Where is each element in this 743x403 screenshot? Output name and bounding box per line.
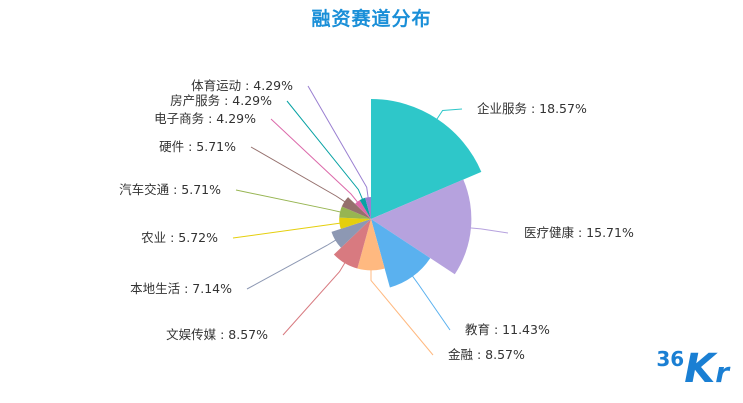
pie-slice[interactable] bbox=[341, 197, 371, 219]
pie-slice[interactable] bbox=[333, 219, 371, 269]
leader-line bbox=[282, 259, 348, 336]
leader-line bbox=[250, 146, 347, 204]
logo-prefix: 36 bbox=[656, 347, 685, 371]
slice-label: 电子商务 : 4.29% bbox=[154, 111, 256, 126]
pie-slice[interactable] bbox=[371, 99, 482, 219]
leader-line bbox=[270, 118, 359, 204]
pie-slice[interactable] bbox=[371, 179, 472, 275]
leader-line bbox=[462, 226, 509, 234]
brand-logo: 36Kr bbox=[656, 349, 729, 389]
leader-line bbox=[246, 238, 339, 290]
slice-label: 企业服务 : 18.57% bbox=[477, 101, 587, 116]
leader-line bbox=[307, 85, 369, 199]
logo-k: K bbox=[684, 346, 716, 392]
pie-slice[interactable] bbox=[359, 197, 371, 219]
slice-label: 本地生活 : 7.14% bbox=[130, 281, 232, 296]
slice-label: 房产服务 : 4.29% bbox=[170, 93, 272, 108]
slice-label: 硬件 : 5.71% bbox=[159, 139, 236, 154]
pie-slice[interactable] bbox=[339, 206, 371, 219]
slice-label: 金融 : 8.57% bbox=[448, 347, 525, 362]
leader-line bbox=[235, 189, 343, 213]
pie-slice[interactable] bbox=[331, 219, 371, 248]
leader-line bbox=[408, 271, 451, 331]
slice-label: 汽车交通 : 5.71% bbox=[119, 182, 221, 197]
slice-label: 文娱传媒 : 8.57% bbox=[166, 327, 268, 342]
slice-label: 体育运动 : 4.29% bbox=[191, 78, 293, 93]
slice-label: 教育 : 11.43% bbox=[465, 322, 550, 337]
leader-line bbox=[286, 100, 364, 201]
chart-title: 融资赛道分布 bbox=[311, 8, 432, 30]
leader-line bbox=[370, 266, 434, 356]
pie-slice[interactable] bbox=[371, 219, 431, 288]
pie-slice[interactable] bbox=[357, 219, 385, 271]
pie-slice[interactable] bbox=[339, 217, 371, 229]
leader-line bbox=[232, 222, 343, 239]
slice-label: 医疗健康 : 15.71% bbox=[524, 225, 634, 240]
pie-slice[interactable] bbox=[365, 197, 371, 219]
slice-label: 农业 : 5.72% bbox=[141, 230, 218, 245]
pie-slice[interactable] bbox=[355, 200, 371, 219]
logo-r: r bbox=[715, 356, 729, 389]
leader-line bbox=[431, 108, 463, 128]
